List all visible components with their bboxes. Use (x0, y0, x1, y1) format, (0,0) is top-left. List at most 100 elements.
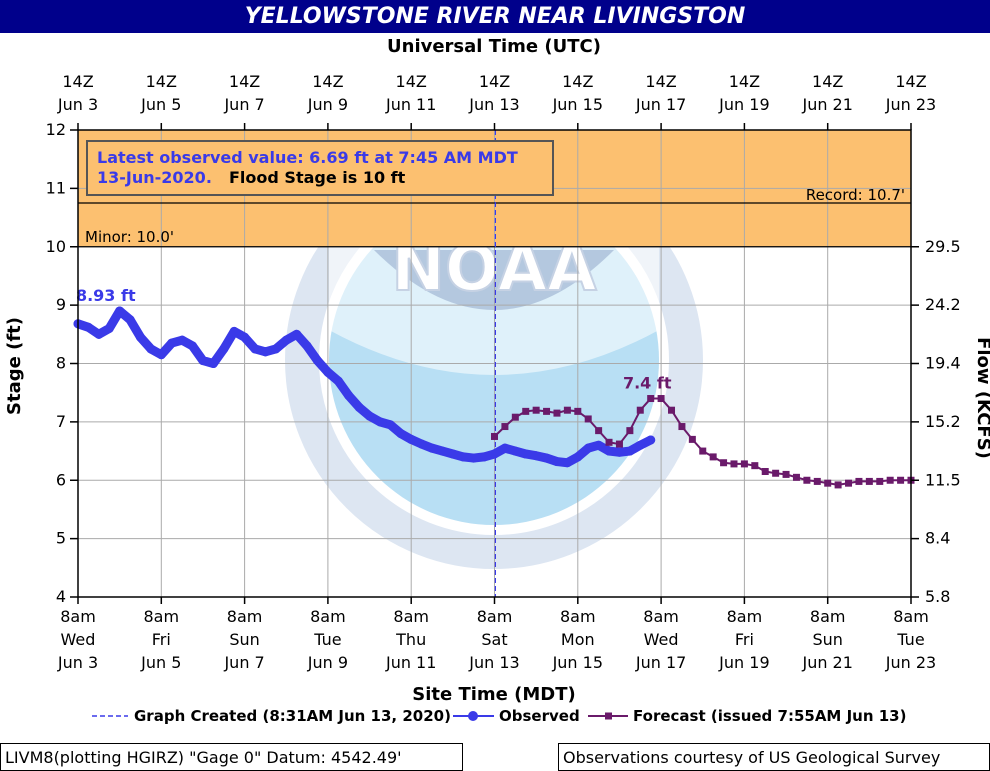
forecast-point (553, 409, 561, 417)
top-tick-label: 14Z (229, 72, 260, 91)
observed-point (260, 347, 270, 357)
x-tick-label: 8am (310, 607, 346, 626)
y-tick-label: 8 (56, 354, 66, 373)
observed-point (646, 435, 656, 445)
forecast-peak-label: 7.4 ft (623, 374, 672, 393)
x-tick-label: Jun 5 (140, 653, 181, 672)
observed-point (354, 402, 364, 412)
top-tick-label: 14Z (729, 72, 760, 91)
x-tick-label: Jun 11 (385, 653, 436, 672)
x-tick-label: Tue (313, 630, 341, 649)
observed-point (333, 376, 343, 386)
observed-point (531, 451, 541, 461)
y2-axis-title: Flow (KCFS) (973, 337, 990, 459)
x-axis-title: Site Time (MDT) (412, 684, 575, 705)
top-tick-label: Jun 5 (140, 95, 181, 114)
forecast-point (772, 469, 780, 477)
top-tick-label: Jun 21 (801, 95, 852, 114)
observed-point (344, 391, 354, 401)
observed-point (427, 443, 437, 453)
observed-point (552, 457, 562, 467)
forecast-point (532, 406, 540, 414)
x-tick-label: 8am (477, 607, 513, 626)
forecast-point (855, 477, 863, 485)
forecast-point (803, 476, 811, 484)
y2-tick-label: 24.2 (925, 295, 961, 314)
x-tick-label: Fri (152, 630, 171, 649)
observed-point (417, 439, 427, 449)
forecast-point (782, 470, 790, 478)
observed-point (135, 332, 145, 342)
forecast-point (595, 427, 603, 435)
forecast-point (615, 440, 623, 448)
observed-point (406, 434, 416, 444)
forecast-point (897, 476, 905, 484)
forecast-point (563, 406, 571, 414)
x-tick-label: Jun 23 (885, 653, 936, 672)
observed-point (448, 449, 458, 459)
forecast-point (886, 476, 894, 484)
observed-point (521, 449, 531, 459)
legend-forecast-marker (605, 712, 612, 720)
observed-point (177, 335, 187, 345)
observed-point (188, 341, 198, 351)
x-tick-label: Jun 19 (718, 653, 769, 672)
forecast-point (574, 407, 582, 415)
x-tick-label: Wed (644, 630, 679, 649)
y-tick-label: 12 (46, 120, 66, 139)
forecast-point (501, 423, 509, 431)
legend-observed-marker (468, 711, 478, 721)
observed-point (312, 356, 322, 366)
observed-point (292, 329, 302, 339)
forecast-point (511, 413, 519, 421)
observed-point (479, 452, 489, 462)
x-tick-label: 8am (227, 607, 263, 626)
y2-tick-label: 11.5 (925, 470, 961, 489)
forecast-point (761, 467, 769, 475)
observed-point (573, 452, 583, 462)
legend-observed-label: Observed (499, 707, 580, 725)
x-tick-label: 8am (60, 607, 96, 626)
y2-tick-label: 29.5 (925, 237, 961, 256)
y-tick-label: 9 (56, 295, 66, 314)
top-tick-label: Jun 23 (885, 95, 936, 114)
top-tick-label: 14Z (146, 72, 177, 91)
x-tick-label: 8am (560, 607, 596, 626)
forecast-point (699, 447, 707, 455)
observed-point (437, 446, 447, 456)
observed-point (167, 338, 177, 348)
forecast-point (647, 395, 655, 403)
forecast-point (709, 453, 717, 461)
y-tick-label: 7 (56, 412, 66, 431)
x-tick-label: Wed (61, 630, 96, 649)
y-tick-label: 6 (56, 470, 66, 489)
forecast-point (688, 435, 696, 443)
top-tick-label: 14Z (812, 72, 843, 91)
top-tick-label: 14Z (396, 72, 427, 91)
observed-point (302, 341, 312, 351)
info-box (86, 140, 554, 196)
observed-point (115, 306, 125, 316)
observed-point (614, 447, 624, 457)
observed-point (365, 411, 375, 421)
forecast-point (865, 477, 873, 485)
top-axis-title: Universal Time (UTC) (387, 36, 601, 57)
observed-point (104, 323, 114, 333)
x-tick-label: Jun 13 (468, 653, 519, 672)
observed-point (562, 458, 572, 468)
observed-point (510, 446, 520, 456)
annotation-layer: Minor: 10.0' Record: 10.7' 8.93 ft 7.4 ft La… (76, 140, 905, 393)
x-tick-label: Jun 7 (223, 653, 264, 672)
x-tick-label: Thu (395, 630, 426, 649)
observed-point (83, 322, 93, 332)
axes-layer: 4 5 6 7 8 9 10 11 12 5.8 8.4 11.5 15.2 19.4 24.2 29.5 8a… (4, 36, 990, 705)
observed-peak-label: 8.93 ft (76, 286, 136, 305)
observed-point (500, 443, 510, 453)
top-tick-label: Jun 15 (552, 95, 603, 114)
minor-stage-label: Minor: 10.0' (85, 228, 174, 246)
y-tick-label: 5 (56, 529, 66, 548)
observed-point (250, 344, 260, 354)
top-tick-label: Jun 7 (223, 95, 264, 114)
observed-point (396, 429, 406, 439)
